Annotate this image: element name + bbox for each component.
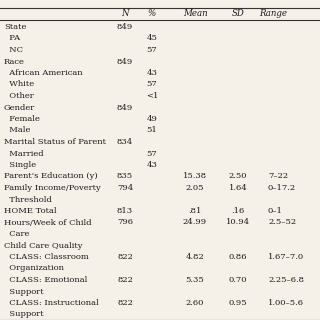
Text: 796: 796 <box>117 219 133 227</box>
Text: 2.5–52: 2.5–52 <box>268 219 296 227</box>
Text: 822: 822 <box>117 276 133 284</box>
Text: Gender: Gender <box>4 103 35 111</box>
Text: 0.86: 0.86 <box>229 253 247 261</box>
Text: Male: Male <box>4 126 30 134</box>
Text: White: White <box>4 81 34 89</box>
Text: Hours/Week of Child: Hours/Week of Child <box>4 219 92 227</box>
Text: 49: 49 <box>147 115 157 123</box>
Text: 57: 57 <box>147 81 157 89</box>
Text: 822: 822 <box>117 253 133 261</box>
Text: 43: 43 <box>147 69 157 77</box>
Text: 822: 822 <box>117 299 133 307</box>
Text: CLASS: Instructional: CLASS: Instructional <box>4 299 99 307</box>
Text: Race: Race <box>4 58 25 66</box>
Text: Female: Female <box>4 115 40 123</box>
Text: NC: NC <box>4 46 23 54</box>
Text: 57: 57 <box>147 149 157 157</box>
Text: 5.35: 5.35 <box>186 276 204 284</box>
Text: Care: Care <box>4 230 29 238</box>
Text: 2.25–6.8: 2.25–6.8 <box>268 276 304 284</box>
Text: Threshold: Threshold <box>4 196 52 204</box>
Text: HOME Total: HOME Total <box>4 207 57 215</box>
Text: 10.94: 10.94 <box>226 219 250 227</box>
Text: 849: 849 <box>117 23 133 31</box>
Text: 2.05: 2.05 <box>186 184 204 192</box>
Text: 0–1: 0–1 <box>268 207 283 215</box>
Text: State: State <box>4 23 26 31</box>
Text: SD: SD <box>232 10 244 19</box>
Text: PA: PA <box>4 35 20 43</box>
Text: %: % <box>148 10 156 19</box>
Text: Support: Support <box>4 310 44 318</box>
Text: 4.82: 4.82 <box>186 253 204 261</box>
Text: N: N <box>121 10 129 19</box>
Text: Married: Married <box>4 149 44 157</box>
Text: 0–17.2: 0–17.2 <box>268 184 296 192</box>
Text: 1.67–7.0: 1.67–7.0 <box>268 253 304 261</box>
Text: 834: 834 <box>117 138 133 146</box>
Text: 15.38: 15.38 <box>183 172 207 180</box>
Text: Organization: Organization <box>4 265 64 273</box>
Text: .81: .81 <box>188 207 202 215</box>
Text: 1.64: 1.64 <box>228 184 247 192</box>
Text: 45: 45 <box>147 35 157 43</box>
Text: Mean: Mean <box>183 10 207 19</box>
Text: 2.60: 2.60 <box>186 299 204 307</box>
Text: Parent's Education (y): Parent's Education (y) <box>4 172 98 180</box>
Text: <1: <1 <box>146 92 158 100</box>
Text: 57: 57 <box>147 46 157 54</box>
Text: 24.99: 24.99 <box>183 219 207 227</box>
Text: Marital Status of Parent: Marital Status of Parent <box>4 138 106 146</box>
Text: Child Care Quality: Child Care Quality <box>4 242 83 250</box>
Text: 7–22: 7–22 <box>268 172 288 180</box>
Text: 0.70: 0.70 <box>229 276 247 284</box>
Text: 43: 43 <box>147 161 157 169</box>
Text: 0.95: 0.95 <box>229 299 247 307</box>
Text: 835: 835 <box>117 172 133 180</box>
Text: 813: 813 <box>117 207 133 215</box>
Text: 849: 849 <box>117 103 133 111</box>
Text: 2.50: 2.50 <box>229 172 247 180</box>
Text: CLASS: Classroom: CLASS: Classroom <box>4 253 89 261</box>
Text: .16: .16 <box>231 207 244 215</box>
Text: 794: 794 <box>117 184 133 192</box>
Text: 51: 51 <box>147 126 157 134</box>
Text: 849: 849 <box>117 58 133 66</box>
Text: CLASS: Emotional: CLASS: Emotional <box>4 276 87 284</box>
Text: Single: Single <box>4 161 36 169</box>
Text: 1.00–5.6: 1.00–5.6 <box>268 299 304 307</box>
Text: Other: Other <box>4 92 34 100</box>
Text: Support: Support <box>4 287 44 295</box>
Text: Range: Range <box>259 10 287 19</box>
Text: African American: African American <box>4 69 83 77</box>
Text: Family Income/Poverty: Family Income/Poverty <box>4 184 101 192</box>
